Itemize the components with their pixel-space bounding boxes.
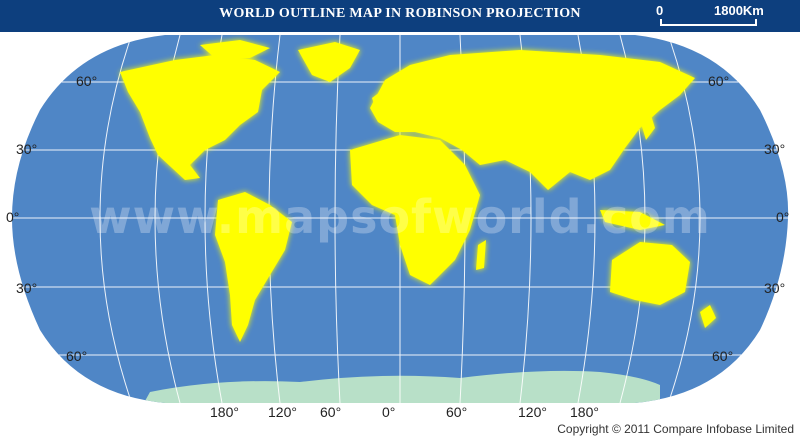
lon-label-60w: 60° (320, 404, 342, 420)
lat-label-30s-right: 30° (764, 280, 786, 296)
lon-label-180w: 180° (210, 404, 239, 420)
africa (350, 135, 480, 285)
lat-label-0-right: 0° (776, 209, 790, 225)
new-zealand (700, 305, 716, 328)
eurasia (370, 50, 695, 190)
lat-label-60n-right: 60° (708, 73, 730, 89)
south-america (215, 192, 292, 342)
arctic-islands (200, 40, 270, 58)
lon-label-0: 0° (382, 404, 396, 420)
copyright-text: Copyright © 2011 Compare Infobase Limite… (557, 422, 794, 436)
scale-distance-label: 1800Km (714, 3, 764, 18)
lat-label-60s-right: 60° (712, 348, 734, 364)
lat-label-0-left: 0° (6, 209, 20, 225)
map-title: WORLD OUTLINE MAP IN ROBINSON PROJECTION (219, 6, 581, 21)
scale-zero-label: 0 (656, 3, 664, 18)
scale-bar-icon (660, 19, 757, 26)
lat-label-30n-right: 30° (764, 141, 786, 157)
header-bar (0, 0, 800, 32)
lon-label-120w: 120° (268, 404, 297, 420)
australia (610, 242, 690, 305)
japan (640, 112, 655, 140)
north-america (120, 55, 280, 180)
lat-label-60n-left: 60° (76, 73, 98, 89)
lon-label-60e: 60° (446, 404, 468, 420)
lat-label-30n-left: 30° (16, 141, 38, 157)
continents (120, 40, 716, 342)
indonesia (600, 210, 665, 230)
lat-label-30s-left: 30° (16, 280, 38, 296)
lat-label-60s-left: 60° (66, 348, 88, 364)
british-isles (372, 92, 384, 110)
lon-label-180e: 180° (570, 404, 599, 420)
madagascar (476, 240, 486, 270)
lon-label-120e: 120° (518, 404, 547, 420)
watermark-text: www.mapsofworld.com (89, 190, 711, 244)
greenland (298, 42, 360, 82)
